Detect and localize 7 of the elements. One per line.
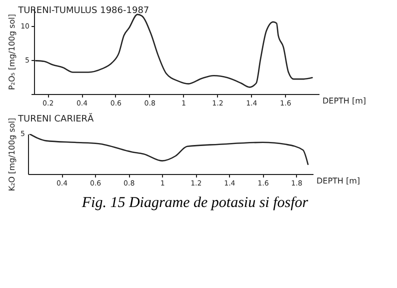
x-axis-title: DEPTH [m] <box>316 176 360 186</box>
caption: Fig. 15 Diagrame de potasiu si fosfor <box>80 195 310 212</box>
chart-title: TURENI CARIERĂ <box>17 112 95 124</box>
x-axis-title: DEPTH [m] <box>322 96 366 106</box>
y-axis-title: K₂O [mg/100g sol] <box>8 118 16 192</box>
y-axis-title: P₂O₅ [mg/100g sol] <box>8 14 17 90</box>
chart-title: TURENI-TUMULUS 1986-1987 <box>17 6 150 16</box>
